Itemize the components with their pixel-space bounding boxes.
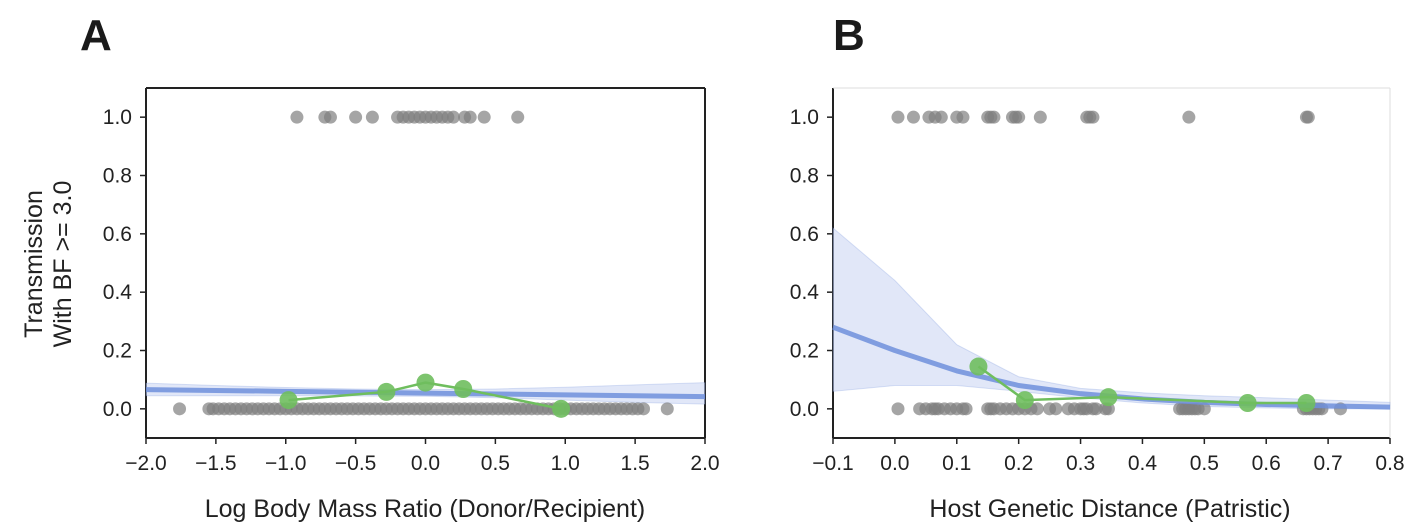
x-axis-title: Host Genetic Distance (Patristic) bbox=[929, 495, 1290, 523]
y-tick-label: 0.8 bbox=[103, 165, 132, 188]
binned-mean-point bbox=[416, 373, 435, 392]
binned-mean-point bbox=[552, 399, 571, 418]
data-point bbox=[1101, 402, 1115, 416]
y-tick-label: 0.2 bbox=[103, 340, 132, 363]
y-axis-title: TransmissionWith BF >= 3.0 bbox=[20, 181, 77, 348]
data-point bbox=[1182, 110, 1196, 124]
x-tick-label: 0.3 bbox=[1066, 452, 1095, 475]
x-tick-label: 0.5 bbox=[1190, 452, 1219, 475]
data-point bbox=[1089, 402, 1103, 416]
data-point bbox=[1086, 110, 1100, 124]
data-point bbox=[323, 110, 337, 124]
data-point bbox=[1033, 110, 1047, 124]
x-tick-label: 0.0 bbox=[411, 452, 440, 475]
y-tick-label: 0.8 bbox=[790, 165, 819, 188]
data-point bbox=[477, 110, 491, 124]
binned-mean-point bbox=[279, 391, 298, 410]
x-tick-label: −1.5 bbox=[195, 452, 236, 475]
data-point bbox=[660, 402, 674, 416]
x-tick-label: 0.8 bbox=[1375, 452, 1404, 475]
fit-line bbox=[145, 387, 706, 400]
y-tick-label: 0.4 bbox=[103, 281, 133, 304]
y-axis-title-line: With BF >= 3.0 bbox=[49, 181, 77, 348]
y-tick-label: 1.0 bbox=[103, 106, 132, 129]
data-point bbox=[365, 110, 379, 124]
binned-mean-point bbox=[1015, 391, 1034, 410]
x-tick-label: 0.6 bbox=[1252, 452, 1281, 475]
data-point bbox=[959, 402, 973, 416]
data-point bbox=[1197, 402, 1211, 416]
panel-letter: B bbox=[833, 11, 865, 60]
x-tick-label: 0.0 bbox=[880, 452, 909, 475]
x-axis-title: Log Body Mass Ratio (Donor/Recipient) bbox=[205, 495, 645, 523]
x-tick-label: −1.0 bbox=[265, 452, 306, 475]
data-point bbox=[349, 110, 363, 124]
x-tick-label: 2.0 bbox=[690, 452, 719, 475]
data-point bbox=[1030, 402, 1044, 416]
data-point bbox=[934, 110, 948, 124]
data-point bbox=[446, 110, 460, 124]
y-tick-label: 0.4 bbox=[790, 281, 820, 304]
data-point bbox=[290, 110, 304, 124]
data-point bbox=[987, 110, 1001, 124]
data-point bbox=[463, 110, 477, 124]
x-tick-label: −2.0 bbox=[125, 452, 166, 475]
data-point bbox=[1049, 402, 1063, 416]
y-tick-label: 0.0 bbox=[790, 398, 819, 421]
data-point bbox=[1012, 110, 1026, 124]
x-tick-label: 0.7 bbox=[1314, 452, 1343, 475]
data-point bbox=[1301, 110, 1315, 124]
x-tick-label: 0.1 bbox=[942, 452, 971, 475]
y-tick-label: 0.0 bbox=[103, 398, 132, 421]
x-tick-label: 1.0 bbox=[551, 452, 580, 475]
panel-b: B −0.1 0.0 0.1 0.2 0.3 0.4 0.5 0.6 0.7 0.8 0.0 0.2 0… bbox=[790, 11, 1405, 523]
x-tick-label: 0.4 bbox=[1128, 452, 1158, 475]
y-tick-label: 0.6 bbox=[103, 223, 132, 246]
x-tick-label: 0.2 bbox=[1004, 452, 1033, 475]
data-point bbox=[906, 110, 920, 124]
data-point bbox=[637, 402, 651, 416]
y-tick-label: 1.0 bbox=[790, 106, 819, 129]
x-tick-label: −0.1 bbox=[812, 452, 853, 475]
y-tick-label: 0.2 bbox=[790, 340, 819, 363]
plot-area: −2.0 −1.5 −1.0 −0.5 0.0 0.5 1.0 1.5 2.0 0.0 0.2 0.4… bbox=[103, 87, 720, 475]
data-point bbox=[891, 402, 905, 416]
binned-mean-point bbox=[969, 357, 988, 376]
binned-mean-point bbox=[1099, 388, 1118, 407]
binned-mean-point bbox=[454, 380, 473, 398]
plot-area: −0.1 0.0 0.1 0.2 0.3 0.4 0.5 0.6 0.7 0.8 0.0 0.2 0.4… bbox=[790, 87, 1405, 475]
x-tick-label: −0.5 bbox=[335, 452, 376, 475]
binned-mean-point bbox=[377, 382, 396, 401]
binned-mean-point bbox=[1238, 394, 1257, 412]
data-point bbox=[956, 110, 970, 124]
y-tick-label: 0.6 bbox=[790, 223, 819, 246]
data-point bbox=[173, 402, 187, 416]
data-point bbox=[511, 110, 525, 124]
x-tick-label: 0.5 bbox=[481, 452, 510, 475]
y-axis-title-line: Transmission bbox=[20, 190, 48, 338]
panel-a: A −2.0 −1.5 −1.0 −0.5 0.0 0.5 1.0 1.5 2.0 0.0 0.2 0… bbox=[20, 11, 720, 523]
data-point bbox=[891, 110, 905, 124]
confidence-band bbox=[832, 226, 1391, 410]
x-tick-label: 1.5 bbox=[621, 452, 650, 475]
panel-letter: A bbox=[80, 11, 112, 60]
binned-mean-point bbox=[1297, 394, 1316, 412]
